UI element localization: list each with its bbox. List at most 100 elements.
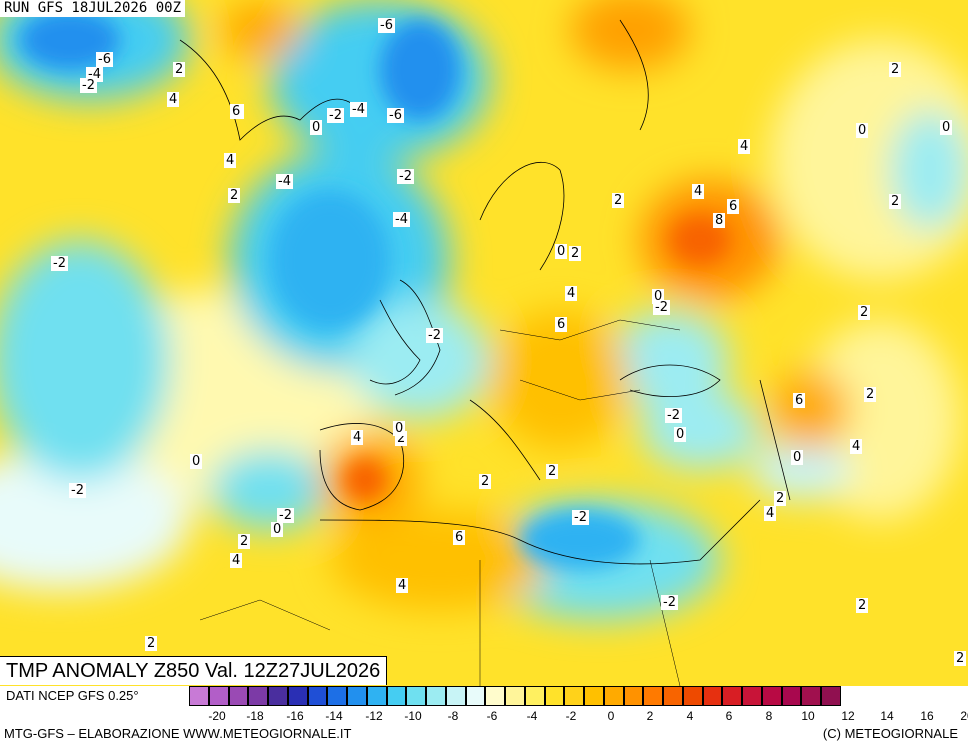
cold-zone-middle-east <box>750 440 850 500</box>
legend-tick-label: -4 <box>526 709 538 723</box>
anomaly-value-label: -2 <box>51 256 68 271</box>
anomaly-value-label: -6 <box>378 18 395 33</box>
legend-swatch <box>445 686 466 706</box>
data-source-label: DATI NCEP GFS 0.25° <box>6 688 139 703</box>
warm-zone-caucasus <box>770 370 850 450</box>
legend-tick-label: 8 <box>765 709 773 723</box>
anomaly-value-label: -2 <box>653 300 670 315</box>
legend-tick-label: -8 <box>447 709 459 723</box>
warm-zone-sahara <box>330 510 550 610</box>
warm-zone-central-europe <box>490 310 630 450</box>
legend-tick-label: 12 <box>841 709 855 723</box>
legend-tick-label: 6 <box>725 709 733 723</box>
coast-iberia <box>319 423 404 511</box>
anomaly-value-label: 6 <box>727 199 740 214</box>
legend-ticks: -20 -18 -16 -14 -12 -10 -8 -6 -4 -2 0 2 4 6 8 10 12 14 16 2… <box>189 709 968 725</box>
legend-tick-label: -14 <box>325 709 343 723</box>
anomaly-value-label: 4 <box>565 286 578 301</box>
anomaly-value-label: 2 <box>173 62 186 77</box>
legend-swatch <box>682 686 703 706</box>
anomaly-value-label: 4 <box>692 184 705 199</box>
anomaly-value-label: 2 <box>228 188 241 203</box>
anomaly-value-label: 4 <box>167 92 180 107</box>
anomaly-value-label: 0 <box>940 120 953 135</box>
anomaly-value-label: 6 <box>230 104 243 119</box>
map-field <box>0 0 968 686</box>
anomaly-value-label: 2 <box>774 491 787 506</box>
anomaly-map: -6-6-4-2246420-2-4-6-4-2-4262400424862-2… <box>0 0 968 686</box>
anomaly-value-label: 0 <box>791 450 804 465</box>
cold-core-atlantic <box>270 190 390 330</box>
anomaly-value-label: 4 <box>224 153 237 168</box>
border-line-1 <box>499 319 681 341</box>
cold-core-mediterranean <box>520 510 640 570</box>
coast-italy <box>469 399 541 481</box>
anomaly-value-label: -2 <box>327 108 344 123</box>
anomaly-value-label: 2 <box>856 598 869 613</box>
legend-swatch <box>544 686 565 706</box>
anomaly-value-label: 2 <box>479 474 492 489</box>
legend-swatch <box>603 686 624 706</box>
legend-swatch <box>485 686 505 706</box>
legend-tick-label: 0 <box>607 709 615 723</box>
anomaly-value-label: -2 <box>277 508 294 523</box>
legend-swatch <box>801 686 821 706</box>
legend-tick-label: -6 <box>486 709 498 723</box>
anomaly-value-label: -2 <box>665 408 682 423</box>
legend-tick-label: 10 <box>801 709 815 723</box>
legend-swatch <box>327 686 347 706</box>
coast-greenland <box>179 39 361 141</box>
anomaly-value-label: -2 <box>80 78 97 93</box>
anomaly-value-label: 2 <box>569 246 582 261</box>
anomaly-value-label: 2 <box>612 193 625 208</box>
coast-caspian <box>759 379 791 501</box>
anomaly-value-label: 4 <box>764 506 777 521</box>
anomaly-value-label: 4 <box>230 553 243 568</box>
cold-core-greenland <box>20 10 120 70</box>
coastlines <box>179 19 791 565</box>
color-legend <box>189 686 841 708</box>
legend-swatch <box>426 686 446 706</box>
map-title: TMP ANOMALY Z850 Val. 12Z27JUL2026 <box>0 656 388 685</box>
legend-swatch <box>722 686 742 706</box>
anomaly-value-label: 2 <box>145 636 158 651</box>
warm-zone-scandinavia-north <box>570 0 690 70</box>
coast-scandinavia <box>479 161 565 271</box>
legend-swatch <box>524 686 545 706</box>
legend-tick-label: -10 <box>404 709 422 723</box>
anomaly-value-label: 2 <box>889 62 902 77</box>
legend-tick-label: -2 <box>565 709 577 723</box>
warm-core-iberia <box>343 458 387 502</box>
legend-swatch <box>386 686 407 706</box>
anomaly-value-label: -6 <box>96 52 113 67</box>
coast-black-sea <box>619 364 721 397</box>
legend-tick-label: 20 <box>960 709 968 723</box>
cold-zone-iberia-west <box>210 450 330 530</box>
legend-swatch <box>189 686 209 706</box>
legend-tick-label: -16 <box>286 709 304 723</box>
anomaly-value-label: 0 <box>310 120 323 135</box>
anomaly-value-label: -6 <box>387 108 404 123</box>
border-line-4 <box>649 559 681 686</box>
cold-zone-siberia <box>890 110 968 230</box>
legend-swatch <box>781 686 802 706</box>
legend-swatch <box>228 686 249 706</box>
anomaly-value-label: 2 <box>954 651 967 666</box>
warm-zone-greenland-south <box>220 0 300 60</box>
anomaly-value-label: -2 <box>426 328 443 343</box>
legend-tick-label: 4 <box>686 709 694 723</box>
legend-swatch <box>465 686 486 706</box>
anomaly-value-label: 6 <box>555 317 568 332</box>
legend-tick-label: 14 <box>880 709 894 723</box>
anomaly-value-label: 6 <box>453 530 466 545</box>
anomaly-value-label: 8 <box>713 213 726 228</box>
legend-swatch <box>307 686 328 706</box>
anomaly-value-label: 0 <box>674 427 687 442</box>
legend-swatch <box>623 686 644 706</box>
legend-swatch <box>761 686 782 706</box>
legend-swatch <box>347 686 367 706</box>
anomaly-value-label: -4 <box>350 102 367 117</box>
coast-britain <box>394 279 441 396</box>
legend-tick-label: 2 <box>646 709 654 723</box>
legend-swatch <box>406 686 426 706</box>
